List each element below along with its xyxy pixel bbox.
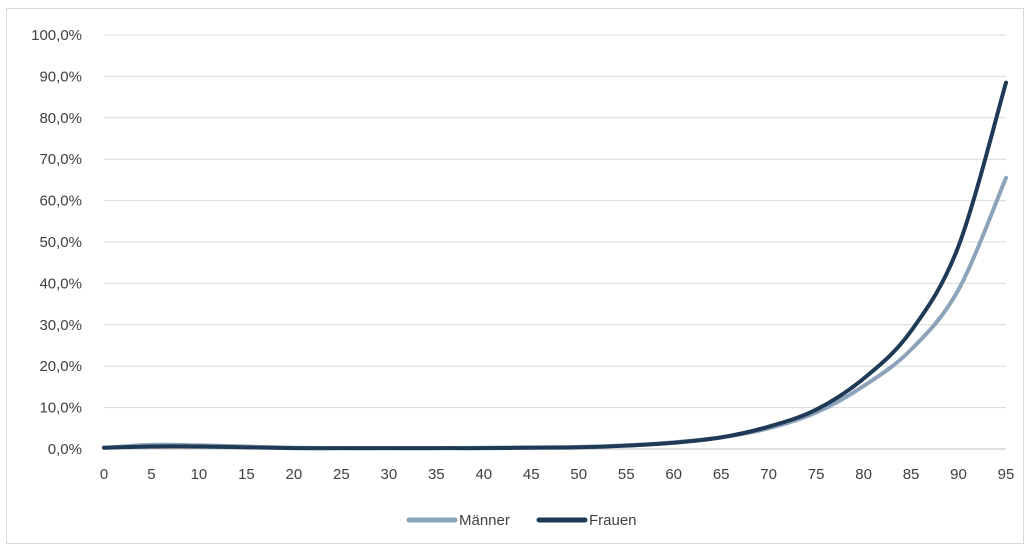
x-tick-label: 80	[855, 466, 872, 483]
y-tick-label: 90,0%	[39, 68, 82, 85]
y-tick-label: 70,0%	[39, 151, 82, 168]
x-tick-label: 70	[760, 466, 777, 483]
y-tick-label: 50,0%	[39, 234, 82, 251]
y-tick-label: 60,0%	[39, 193, 82, 210]
gridlines	[104, 34, 1006, 450]
y-tick-label: 30,0%	[39, 317, 82, 334]
x-tick-label: 85	[903, 466, 920, 483]
x-tick-label: 30	[380, 466, 397, 483]
x-tick-label: 55	[618, 466, 635, 483]
x-tick-label: 20	[286, 466, 303, 483]
x-axis-tick-labels: 0 5 10 15 20 25 30 35 40 45 50 55 60 65 70 75 80 85 90 95	[100, 466, 1015, 483]
legend-label: Frauen	[589, 512, 637, 529]
x-tick-label: 25	[333, 466, 350, 483]
x-tick-label: 45	[523, 466, 540, 483]
series-line-frauen	[102, 80, 1008, 451]
x-tick-label: 60	[665, 466, 682, 483]
x-tick-label: 40	[475, 466, 492, 483]
x-tick-label: 90	[950, 466, 967, 483]
y-tick-label: 20,0%	[39, 358, 82, 375]
x-tick-label: 95	[998, 466, 1015, 483]
x-tick-label: 65	[713, 466, 730, 483]
y-tick-label: 10,0%	[39, 400, 82, 417]
x-tick-label: 15	[238, 466, 255, 483]
chart-frame	[6, 8, 1024, 544]
y-tick-label: 0,0%	[48, 441, 82, 458]
legend-label: Männer	[459, 512, 510, 529]
x-tick-label: 35	[428, 466, 445, 483]
x-tick-label: 5	[147, 466, 155, 483]
legend: Männer Frauen	[406, 512, 637, 529]
y-axis-tick-labels: 0,0% 10,0% 20,0% 30,0% 40,0% 50,0% 60,0% 70,0% 8…	[31, 27, 82, 458]
y-tick-label: 40,0%	[39, 275, 82, 292]
series-lines	[102, 80, 1008, 451]
x-tick-label: 75	[808, 466, 825, 483]
x-tick-label: 0	[100, 466, 108, 483]
x-tick-label: 50	[570, 466, 587, 483]
x-tick-label: 10	[191, 466, 208, 483]
y-tick-label: 100,0%	[31, 27, 82, 44]
y-tick-label: 80,0%	[39, 110, 82, 127]
